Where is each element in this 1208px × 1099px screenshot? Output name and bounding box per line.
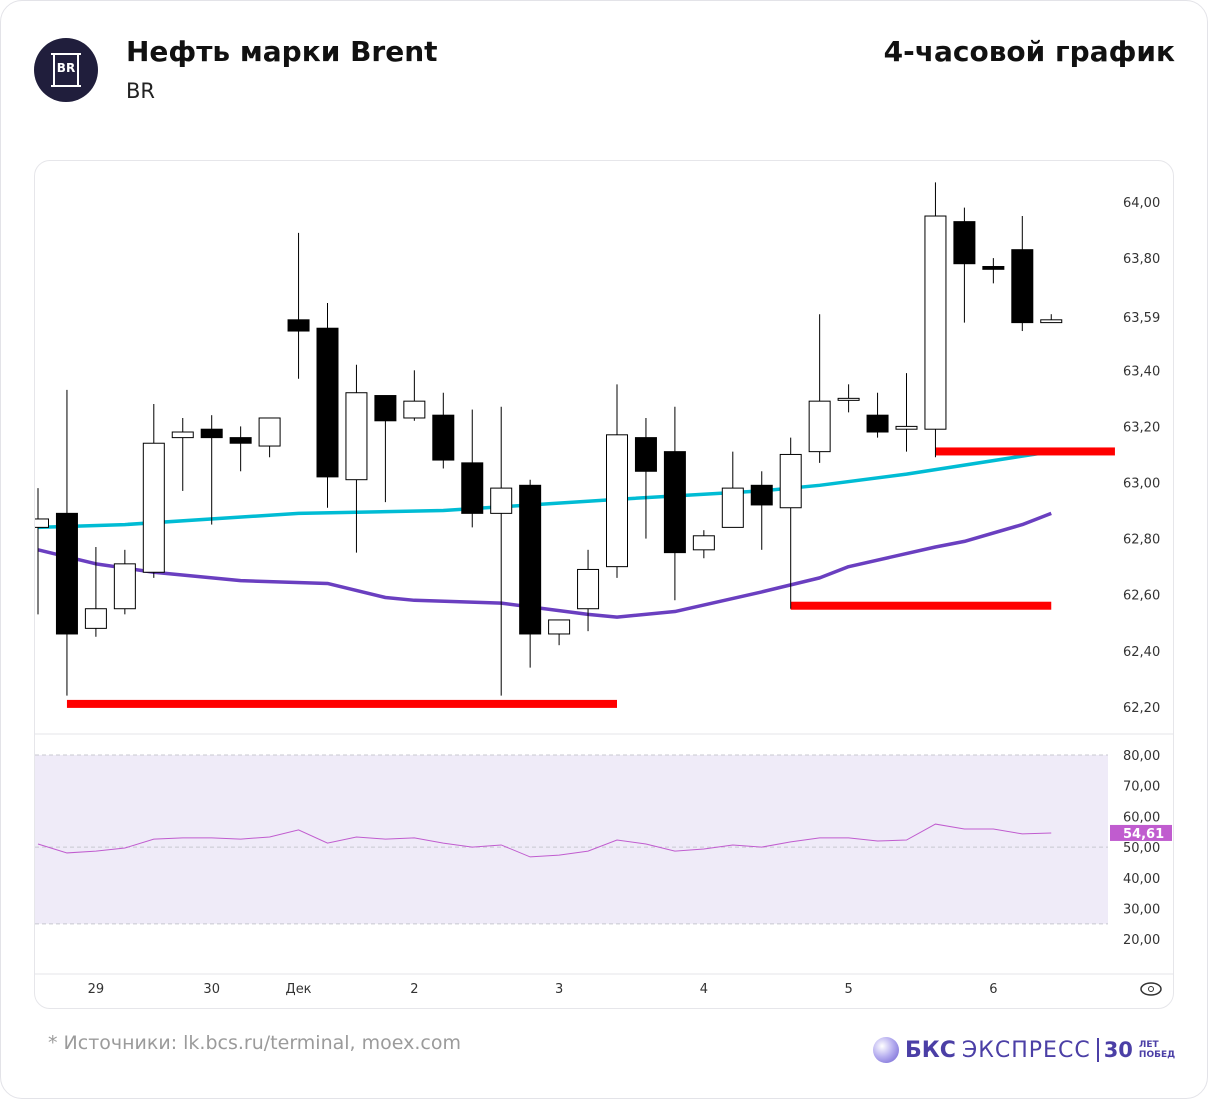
time-tick-label: 5 (844, 982, 852, 997)
candle-up (692, 535, 715, 551)
candle-up (345, 392, 368, 481)
candle-up (837, 397, 860, 401)
candle-up (113, 563, 136, 610)
candle-down (55, 512, 78, 635)
candle-up (1040, 319, 1063, 324)
eye-pupil-icon (1148, 986, 1154, 992)
chart-frame: 64,00 63,80 63,59 63,40 63,20 63,00 62,80 62,60… (34, 160, 1174, 1009)
rsi-tick-label: 20,00 (1123, 933, 1160, 948)
price-tick-label: 64,00 (1123, 196, 1160, 211)
candle-up (606, 434, 628, 568)
candle-down (374, 395, 397, 422)
support-resistance-level (66, 699, 617, 708)
brand-rest: ЭКСПРЕСС (961, 1037, 1091, 1063)
ma-slow-line (37, 511, 1052, 619)
candle-down (1011, 249, 1034, 324)
bcs-brand-logo: БКС ЭКСПРЕСС 30 ЛЕТ ПОБЕД (873, 1037, 1175, 1063)
timeframe-label: 4-часовой график (883, 35, 1175, 68)
time-tick-label: Дек (286, 982, 312, 997)
candle-down (982, 266, 1005, 270)
candle-down (229, 437, 252, 444)
candle-down (461, 462, 484, 514)
price-chart: 64,00 63,80 63,59 63,40 63,20 63,00 62,80 62,60… (35, 182, 1173, 997)
candle-up (779, 453, 802, 509)
source-note: * Источники: lk.bcs.ru/terminal, moex.co… (48, 1032, 461, 1054)
candle-down (287, 319, 310, 332)
price-tick-label: 63,20 (1123, 420, 1160, 435)
candle-up (721, 487, 744, 528)
rsi-tick-label: 30,00 (1123, 903, 1160, 918)
time-tick-label: 30 (203, 982, 220, 997)
rsi-band (35, 755, 1108, 924)
candle-up (171, 431, 194, 439)
rsi-last-badge (1110, 824, 1172, 841)
rsi-last-value: 54,61 (1123, 827, 1164, 842)
page-title: Нефть марки Brent (126, 35, 438, 68)
time-tick-label: 29 (88, 982, 105, 997)
price-tick-label: 62,60 (1123, 589, 1160, 604)
candle-up (808, 400, 831, 453)
candle-up (35, 518, 49, 528)
candle-down (750, 484, 773, 506)
candle-down (316, 327, 339, 478)
price-tick-label: 62,40 (1123, 645, 1160, 660)
rsi-tick-label: 60,00 (1123, 810, 1160, 825)
candle-down (200, 428, 223, 439)
candle-up (84, 608, 107, 629)
candle-down (866, 414, 889, 433)
logo-text: BR (56, 61, 76, 75)
rsi-tick-label: 70,00 (1123, 780, 1160, 795)
time-tick-label: 2 (410, 982, 418, 997)
brand-bold: БКС (905, 1037, 956, 1063)
candle-down (953, 221, 976, 265)
candle-down (663, 451, 686, 554)
brand-num: 30 (1096, 1038, 1133, 1062)
candle-down (519, 484, 542, 635)
rsi-tick-label: 40,00 (1123, 872, 1160, 887)
price-tick-label: 63,59 (1123, 311, 1160, 326)
candle-down (432, 414, 455, 461)
visibility-eye-icon[interactable] (1140, 982, 1162, 996)
ma-fast-line (37, 449, 1052, 530)
ticker: BR (126, 79, 155, 103)
rsi-tick-label: 50,00 (1123, 841, 1160, 856)
time-tick-label: 3 (555, 982, 563, 997)
price-tick-label: 63,40 (1123, 364, 1160, 379)
price-tick-label: 63,80 (1123, 252, 1160, 267)
logo-symbol-icon (51, 53, 81, 87)
brand-small-1: ЛЕТ (1138, 1040, 1159, 1050)
candle-up (577, 568, 600, 610)
candle-down (634, 437, 657, 472)
brand-small-2: ПОБЕД (1138, 1050, 1176, 1060)
time-tick-label: 6 (989, 982, 997, 997)
price-tick-label: 62,20 (1123, 701, 1160, 716)
candle-up (258, 417, 281, 447)
price-tick-label: 63,00 (1123, 477, 1160, 492)
brand-small: ЛЕТ ПОБЕД (1139, 1040, 1175, 1060)
candle-up (548, 619, 571, 635)
candle-up (142, 442, 165, 573)
price-tick-label: 62,80 (1123, 533, 1160, 548)
brent-logo: BR (34, 38, 98, 102)
support-resistance-level (790, 601, 1052, 610)
bcs-sphere-icon (873, 1037, 899, 1063)
rsi-line (37, 823, 1052, 858)
candle-up (403, 400, 426, 419)
candle-up (924, 215, 947, 430)
support-resistance-level (935, 447, 1115, 456)
candle-up (895, 425, 918, 430)
candle-up (490, 487, 513, 514)
time-tick-label: 4 (700, 982, 708, 997)
rsi-tick-label: 80,00 (1123, 749, 1160, 764)
